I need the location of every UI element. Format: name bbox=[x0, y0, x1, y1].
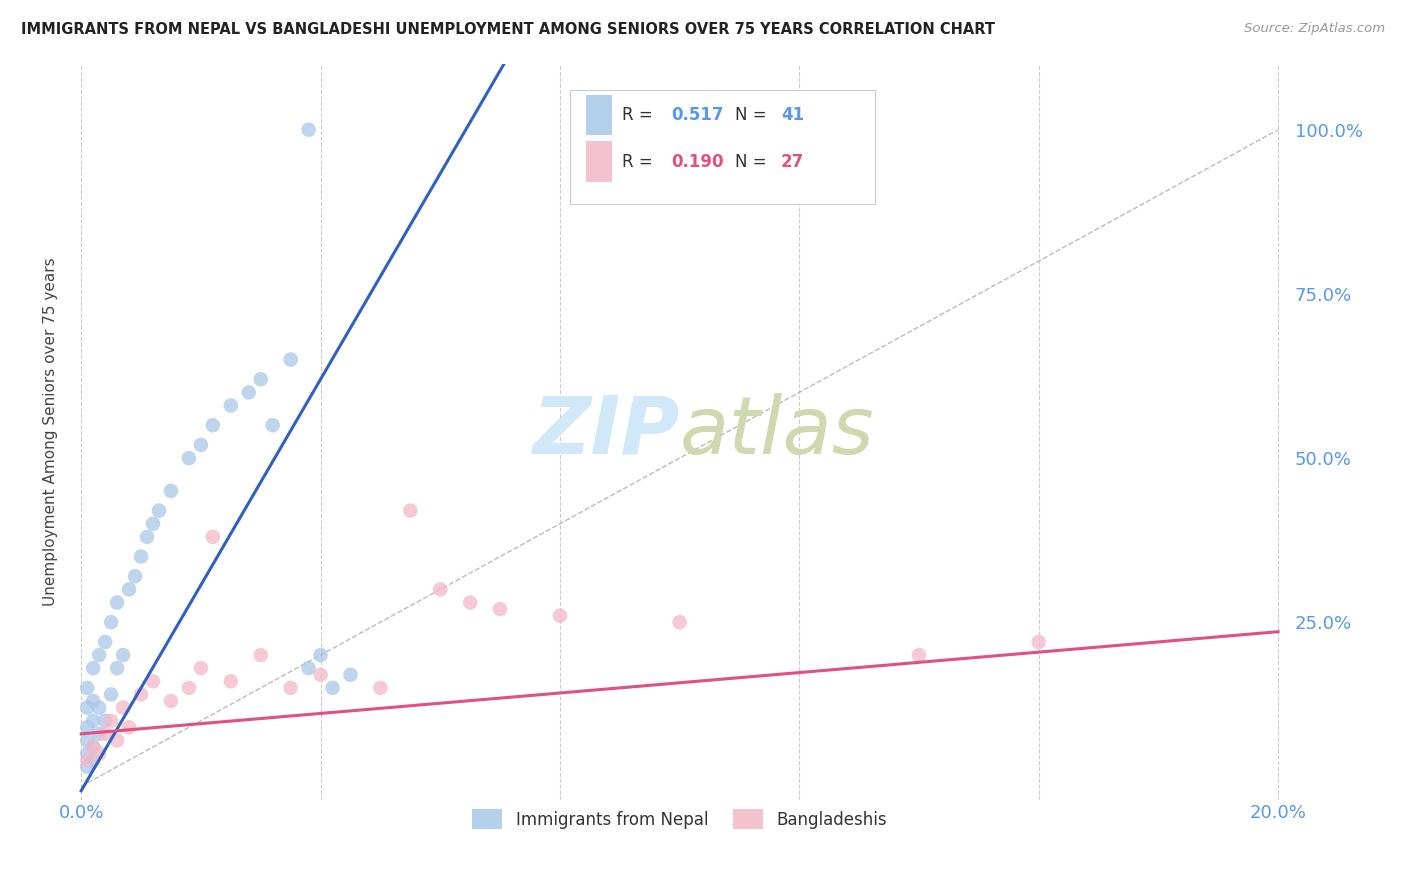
Bangladeshis bbox=[908, 648, 931, 662]
Immigrants from Nepal bbox=[82, 694, 104, 708]
Immigrants from Nepal bbox=[129, 549, 152, 564]
Immigrants from Nepal bbox=[262, 418, 284, 433]
Immigrants from Nepal bbox=[177, 451, 200, 466]
Legend: Immigrants from Nepal, Bangladeshis: Immigrants from Nepal, Bangladeshis bbox=[465, 803, 894, 835]
Immigrants from Nepal bbox=[238, 385, 260, 400]
Text: Source: ZipAtlas.com: Source: ZipAtlas.com bbox=[1244, 22, 1385, 36]
Bangladeshis bbox=[76, 753, 98, 767]
Bangladeshis bbox=[129, 688, 152, 702]
FancyBboxPatch shape bbox=[586, 141, 613, 182]
Immigrants from Nepal bbox=[82, 661, 104, 675]
Bangladeshis bbox=[489, 602, 512, 616]
Immigrants from Nepal bbox=[105, 661, 128, 675]
Immigrants from Nepal bbox=[105, 595, 128, 609]
Bangladeshis bbox=[219, 674, 242, 689]
Bangladeshis bbox=[160, 694, 183, 708]
Text: atlas: atlas bbox=[679, 392, 875, 471]
Immigrants from Nepal bbox=[89, 700, 111, 714]
Immigrants from Nepal bbox=[76, 700, 98, 714]
Immigrants from Nepal bbox=[322, 681, 344, 695]
Immigrants from Nepal bbox=[89, 727, 111, 741]
Text: 41: 41 bbox=[780, 106, 804, 124]
Immigrants from Nepal bbox=[148, 503, 170, 517]
Bangladeshis bbox=[399, 503, 422, 517]
Bangladeshis bbox=[105, 733, 128, 747]
Immigrants from Nepal bbox=[136, 530, 159, 544]
Immigrants from Nepal bbox=[297, 122, 319, 136]
Bangladeshis bbox=[548, 608, 571, 623]
Immigrants from Nepal bbox=[219, 399, 242, 413]
Text: N =: N = bbox=[734, 153, 772, 170]
Immigrants from Nepal bbox=[190, 438, 212, 452]
FancyBboxPatch shape bbox=[586, 95, 613, 136]
Bangladeshis bbox=[249, 648, 271, 662]
Bangladeshis bbox=[280, 681, 302, 695]
Immigrants from Nepal bbox=[124, 569, 146, 583]
Immigrants from Nepal bbox=[89, 648, 111, 662]
Immigrants from Nepal bbox=[82, 753, 104, 767]
Bangladeshis bbox=[89, 747, 111, 761]
Immigrants from Nepal bbox=[76, 720, 98, 734]
Immigrants from Nepal bbox=[76, 747, 98, 761]
Immigrants from Nepal bbox=[100, 615, 122, 630]
Immigrants from Nepal bbox=[100, 688, 122, 702]
Bangladeshis bbox=[118, 720, 141, 734]
Bangladeshis bbox=[370, 681, 392, 695]
Text: 0.190: 0.190 bbox=[671, 153, 724, 170]
Immigrants from Nepal bbox=[82, 714, 104, 728]
Y-axis label: Unemployment Among Seniors over 75 years: Unemployment Among Seniors over 75 years bbox=[44, 258, 58, 606]
Immigrants from Nepal bbox=[76, 760, 98, 774]
Immigrants from Nepal bbox=[142, 516, 165, 531]
Bangladeshis bbox=[458, 595, 481, 609]
Immigrants from Nepal bbox=[160, 483, 183, 498]
Immigrants from Nepal bbox=[339, 667, 361, 681]
Bangladeshis bbox=[309, 667, 332, 681]
Text: ZIP: ZIP bbox=[533, 392, 679, 471]
Immigrants from Nepal bbox=[94, 714, 117, 728]
Immigrants from Nepal bbox=[76, 733, 98, 747]
Immigrants from Nepal bbox=[94, 635, 117, 649]
Bangladeshis bbox=[201, 530, 224, 544]
Bangladeshis bbox=[429, 582, 451, 597]
FancyBboxPatch shape bbox=[569, 90, 875, 203]
Text: N =: N = bbox=[734, 106, 772, 124]
Text: 0.517: 0.517 bbox=[671, 106, 724, 124]
Bangladeshis bbox=[142, 674, 165, 689]
Text: R =: R = bbox=[623, 153, 658, 170]
Immigrants from Nepal bbox=[201, 418, 224, 433]
Immigrants from Nepal bbox=[82, 739, 104, 754]
Immigrants from Nepal bbox=[112, 648, 135, 662]
Bangladeshis bbox=[100, 714, 122, 728]
Bangladeshis bbox=[82, 739, 104, 754]
Immigrants from Nepal bbox=[76, 681, 98, 695]
Text: 27: 27 bbox=[780, 153, 804, 170]
Bangladeshis bbox=[112, 700, 135, 714]
Bangladeshis bbox=[1028, 635, 1050, 649]
Immigrants from Nepal bbox=[280, 352, 302, 367]
Bangladeshis bbox=[94, 727, 117, 741]
Bangladeshis bbox=[190, 661, 212, 675]
Text: R =: R = bbox=[623, 106, 658, 124]
Bangladeshis bbox=[668, 615, 690, 630]
Text: IMMIGRANTS FROM NEPAL VS BANGLADESHI UNEMPLOYMENT AMONG SENIORS OVER 75 YEARS CO: IMMIGRANTS FROM NEPAL VS BANGLADESHI UNE… bbox=[21, 22, 995, 37]
Immigrants from Nepal bbox=[118, 582, 141, 597]
Immigrants from Nepal bbox=[249, 372, 271, 386]
Immigrants from Nepal bbox=[297, 661, 319, 675]
Immigrants from Nepal bbox=[309, 648, 332, 662]
Bangladeshis bbox=[177, 681, 200, 695]
